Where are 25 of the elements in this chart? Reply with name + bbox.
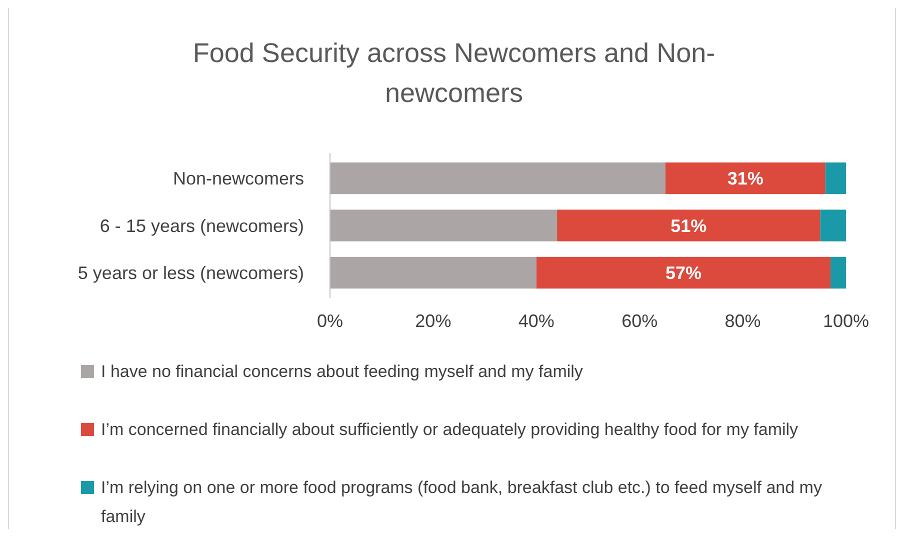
bar xyxy=(820,210,846,242)
legend-label: I’m relying on one or more food programs (food bank, breakfast club etc.) to feed myself and my family xyxy=(101,478,822,526)
data-label: 57% xyxy=(665,263,702,284)
x-tick-label: 20% xyxy=(415,311,452,331)
data-label: 51% xyxy=(670,216,707,236)
bar xyxy=(665,162,826,194)
x-tick-label: 100% xyxy=(822,311,870,331)
x-tick-label: 60% xyxy=(622,311,658,331)
bar xyxy=(330,210,558,242)
y-tick-label: Non-newcomers xyxy=(172,168,304,189)
bar xyxy=(830,256,846,289)
y-tick-label: 5 years or less (newcomers) xyxy=(78,263,304,284)
legend-label: I’m concerned financially about sufficiently or adequately providing healthy food for my family xyxy=(101,420,799,439)
x-tick-label: 0% xyxy=(316,311,344,331)
bar xyxy=(330,256,536,289)
bar xyxy=(557,210,820,242)
legend-label: I have no financial concerns about feeding myself and my family xyxy=(101,362,584,381)
y-tick-label: 6 - 15 years (newcomers) xyxy=(100,216,304,236)
bar xyxy=(825,162,846,194)
x-tick-label: 40% xyxy=(518,311,554,331)
chart-title: Food Security across Newcomers and Non-newcomers xyxy=(192,38,716,108)
x-tick-label: 80% xyxy=(724,311,761,331)
bar xyxy=(330,162,666,194)
bar xyxy=(536,256,831,289)
data-label: 31% xyxy=(727,168,764,189)
